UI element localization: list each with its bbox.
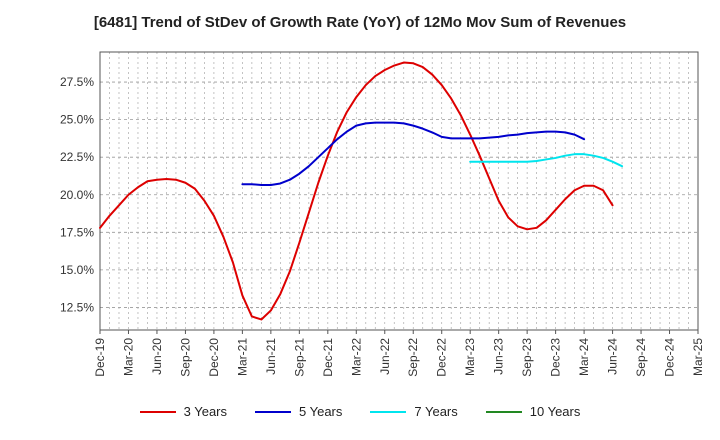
x-tick-label: Jun-23 (492, 338, 506, 375)
y-tick-label: 22.5% (60, 150, 94, 164)
x-tick-label: Jun-22 (378, 338, 392, 375)
x-tick-label: Dec-19 (93, 338, 107, 377)
series-line-7-years (469, 153, 624, 168)
legend-item-10-years: 10 Years (485, 404, 581, 419)
x-tick-label: Sep-22 (406, 338, 420, 377)
grid (100, 52, 698, 330)
x-tick-label: Dec-24 (663, 338, 677, 377)
y-tick-label: 15.0% (60, 263, 94, 277)
chart-title: [6481] Trend of StDev of Growth Rate (Yo… (93, 14, 627, 31)
x-tick-label: Mar-23 (463, 338, 477, 376)
y-tick-label: 12.5% (60, 300, 94, 314)
x-tick-label: Jun-21 (264, 338, 278, 375)
plot-frame (99, 51, 699, 331)
x-tick-label: Mar-25 (691, 338, 705, 376)
x-tick-label: Dec-20 (207, 338, 221, 377)
series-lines (99, 61, 624, 321)
y-tick-label: 20.0% (60, 188, 94, 202)
x-tick-label: Dec-21 (321, 338, 335, 377)
legend-swatch-10-years (485, 410, 522, 413)
y-tick-label: 25.0% (60, 113, 94, 127)
legend-item-3-years: 3 Years (139, 404, 227, 419)
series-line-5-years (241, 121, 586, 186)
x-tick-label: Dec-22 (435, 338, 449, 377)
x-tick-label: Mar-24 (577, 338, 591, 376)
legend-label-3-years: 3 Years (183, 404, 227, 419)
legend-label-5-years: 5 Years (299, 404, 343, 419)
legend-item-7-years: 7 Years (370, 404, 458, 419)
x-tick-label: Dec-23 (549, 338, 563, 377)
legend: 3 Years 5 Years 7 Years 10 Years (0, 404, 720, 419)
x-axis: Dec-19 Mar-20 Jun-20 Sep-20 Dec-20 Mar-21 Jun-… (93, 330, 705, 377)
x-tick-label: Jun-20 (150, 338, 164, 375)
legend-swatch-7-years (370, 410, 407, 413)
x-tick-label: Sep-24 (634, 338, 648, 377)
legend-swatch-5-years (255, 410, 291, 413)
x-tick-label: Jun-24 (606, 338, 620, 375)
x-tick-label: Mar-20 (121, 338, 135, 376)
legend-label-7-years: 7 Years (414, 404, 458, 419)
series-line-3-years (99, 61, 614, 321)
legend-item-5-years: 5 Years (255, 404, 342, 419)
legend-swatch-3-years (139, 410, 176, 413)
x-tick-label: Sep-20 (178, 338, 192, 377)
y-tick-label: 17.5% (60, 225, 94, 239)
x-tick-label: Sep-23 (520, 338, 534, 377)
y-axis: 12.5% 15.0% 17.5% 20.0% 22.5% 25.0% 27.5% (60, 75, 94, 314)
x-tick-label: Mar-22 (349, 338, 363, 376)
legend-label-10-years: 10 Years (529, 404, 581, 419)
x-tick-label: Mar-21 (235, 338, 249, 376)
y-tick-label: 27.5% (60, 75, 94, 89)
x-tick-label: Sep-21 (292, 338, 306, 377)
